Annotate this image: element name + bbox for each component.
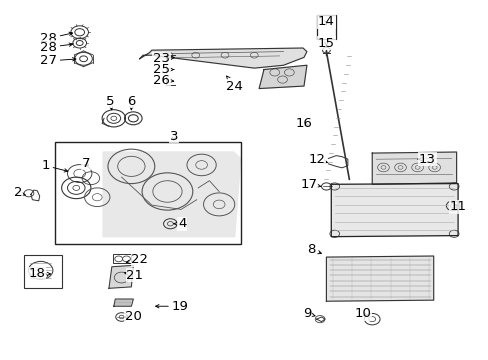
Bar	[113, 254, 131, 263]
Text: 1: 1	[41, 159, 67, 172]
Bar	[24, 255, 62, 288]
Text: 21: 21	[124, 269, 143, 282]
Text: 13: 13	[417, 153, 435, 166]
Polygon shape	[371, 152, 456, 184]
Text: 9: 9	[302, 307, 314, 320]
Text: 14: 14	[317, 15, 334, 28]
Text: 11: 11	[448, 201, 466, 213]
Text: 8: 8	[307, 243, 321, 256]
Text: 17: 17	[300, 178, 320, 191]
Polygon shape	[140, 48, 306, 68]
Text: 12: 12	[307, 153, 327, 166]
Text: 18: 18	[29, 267, 50, 280]
Text: 27: 27	[40, 54, 76, 67]
Text: 28: 28	[40, 41, 72, 54]
Text: 22: 22	[126, 253, 148, 266]
Polygon shape	[326, 256, 433, 301]
Text: 19: 19	[155, 300, 188, 313]
Polygon shape	[103, 152, 240, 237]
Bar	[316, 15, 335, 40]
Text: 6: 6	[127, 95, 135, 110]
Text: 15: 15	[317, 36, 334, 50]
Polygon shape	[114, 299, 133, 306]
Text: 10: 10	[353, 307, 370, 320]
Text: 4: 4	[174, 217, 186, 230]
Bar	[55, 141, 240, 244]
Text: 3: 3	[169, 130, 178, 143]
Text: 23: 23	[153, 52, 174, 65]
Text: 5: 5	[106, 95, 114, 110]
Text: 28: 28	[40, 32, 72, 45]
Polygon shape	[109, 265, 133, 288]
Text: 7: 7	[81, 157, 90, 170]
Text: 2: 2	[14, 186, 25, 199]
Polygon shape	[259, 65, 306, 89]
Polygon shape	[330, 184, 457, 237]
Text: 24: 24	[226, 76, 243, 93]
Text: 16: 16	[295, 117, 312, 130]
Text: 20: 20	[124, 310, 142, 324]
Text: 25: 25	[153, 63, 173, 76]
Text: 26: 26	[153, 74, 173, 87]
